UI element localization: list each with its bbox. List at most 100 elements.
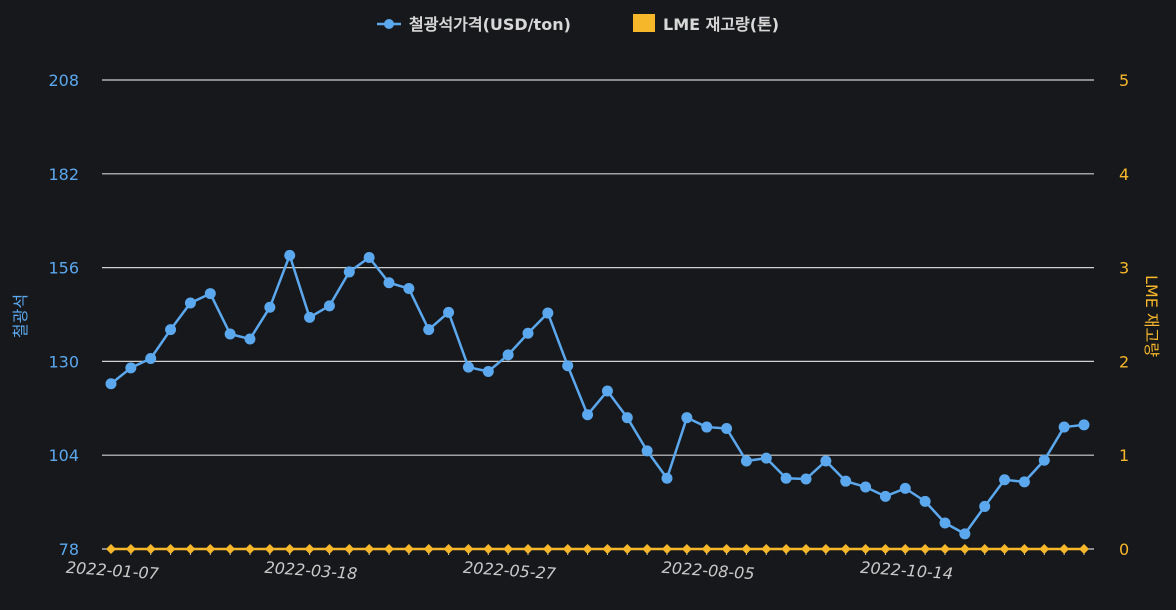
stock-point[interactable] [264, 544, 275, 554]
stock-point[interactable] [721, 544, 732, 554]
price-point[interactable] [939, 517, 951, 529]
stock-point[interactable] [1079, 544, 1089, 554]
stock-point[interactable] [463, 544, 474, 554]
stock-point[interactable] [384, 544, 394, 554]
stock-point[interactable] [483, 544, 494, 554]
stock-point[interactable] [125, 544, 136, 554]
price-point[interactable] [244, 333, 256, 345]
stock-point[interactable] [940, 544, 950, 554]
stock-point[interactable] [423, 544, 434, 554]
stock-point[interactable] [979, 544, 990, 554]
price-point[interactable] [621, 412, 633, 424]
price-point[interactable] [780, 472, 792, 484]
price-point[interactable] [363, 251, 375, 263]
stock-point[interactable] [523, 544, 533, 554]
price-point[interactable] [165, 324, 177, 336]
legend-item-price[interactable]: 철광석가격(USD/ton) [377, 15, 571, 34]
stock-point[interactable] [681, 544, 692, 554]
stock-point[interactable] [542, 544, 553, 554]
stock-point[interactable] [304, 544, 315, 554]
price-point[interactable] [879, 490, 891, 502]
price-point[interactable] [383, 277, 395, 289]
price-point[interactable] [204, 288, 216, 300]
stock-point[interactable] [344, 544, 355, 554]
stock-point[interactable] [920, 544, 931, 554]
stock-point[interactable] [582, 544, 593, 554]
stock-point[interactable] [284, 544, 295, 554]
stock-point[interactable] [403, 544, 414, 554]
legend[interactable]: 철광석가격(USD/ton) LME 재고량(톤) [377, 14, 779, 34]
price-point[interactable] [820, 455, 832, 467]
stock-point[interactable] [145, 544, 156, 554]
price-point[interactable] [681, 412, 693, 424]
stock-point[interactable] [959, 544, 970, 554]
price-point[interactable] [284, 249, 296, 261]
price-point[interactable] [1058, 421, 1070, 433]
price-point[interactable] [1078, 419, 1090, 431]
stock-point[interactable] [781, 544, 792, 554]
price-point[interactable] [641, 445, 653, 457]
price-point[interactable] [661, 472, 673, 484]
price-point[interactable] [860, 481, 872, 493]
price-point[interactable] [502, 349, 514, 361]
price-point[interactable] [1018, 476, 1030, 488]
price-point[interactable] [919, 495, 931, 507]
stock-point[interactable] [185, 544, 196, 554]
price-point[interactable] [145, 353, 157, 365]
stock-point[interactable] [1059, 544, 1070, 554]
price-point[interactable] [125, 362, 137, 374]
price-point[interactable] [323, 300, 335, 312]
legend-item-stock[interactable]: LME 재고량(톤) [633, 14, 779, 34]
price-point[interactable] [304, 311, 316, 323]
stock-point[interactable] [602, 544, 613, 554]
price-point[interactable] [423, 324, 435, 336]
price-point[interactable] [582, 409, 594, 421]
price-point[interactable] [462, 361, 474, 373]
price-point[interactable] [601, 385, 613, 397]
price-point[interactable] [959, 528, 971, 540]
price-point[interactable] [979, 500, 991, 512]
stock-point[interactable] [801, 544, 811, 554]
price-point[interactable] [105, 378, 117, 390]
price-point[interactable] [224, 328, 236, 340]
stock-point[interactable] [245, 544, 255, 554]
price-point[interactable] [800, 473, 812, 485]
stock-point[interactable] [701, 544, 712, 554]
stock-point[interactable] [840, 544, 851, 554]
price-point[interactable] [482, 366, 494, 378]
stock-point[interactable] [741, 544, 752, 554]
stock-point[interactable] [900, 544, 911, 554]
price-point[interactable] [443, 306, 455, 318]
stock-point[interactable] [820, 544, 831, 554]
stock-point[interactable] [225, 544, 236, 554]
stock-point[interactable] [106, 544, 116, 554]
stock-point[interactable] [662, 544, 672, 554]
price-point[interactable] [721, 423, 733, 435]
price-point[interactable] [740, 455, 752, 467]
price-point[interactable] [760, 452, 772, 464]
price-point[interactable] [403, 283, 415, 295]
stock-point[interactable] [1019, 544, 1030, 554]
price-point[interactable] [899, 482, 911, 494]
price-point[interactable] [542, 307, 554, 319]
stock-point[interactable] [503, 544, 514, 554]
stock-point[interactable] [642, 544, 653, 554]
stock-point[interactable] [999, 544, 1010, 554]
price-point[interactable] [264, 301, 276, 313]
stock-point[interactable] [165, 544, 176, 554]
stock-point[interactable] [324, 544, 335, 554]
price-point[interactable] [522, 327, 534, 339]
price-point[interactable] [343, 266, 355, 278]
stock-point[interactable] [860, 544, 871, 554]
price-point[interactable] [1038, 454, 1050, 466]
stock-point[interactable] [443, 544, 454, 554]
price-point[interactable] [840, 475, 852, 487]
stock-point[interactable] [205, 544, 216, 554]
stock-point[interactable] [364, 544, 375, 554]
stock-point[interactable] [880, 544, 891, 554]
stock-point[interactable] [761, 544, 772, 554]
price-point[interactable] [184, 297, 196, 309]
price-point[interactable] [999, 474, 1011, 486]
stock-point[interactable] [622, 544, 633, 554]
price-point[interactable] [562, 360, 574, 372]
